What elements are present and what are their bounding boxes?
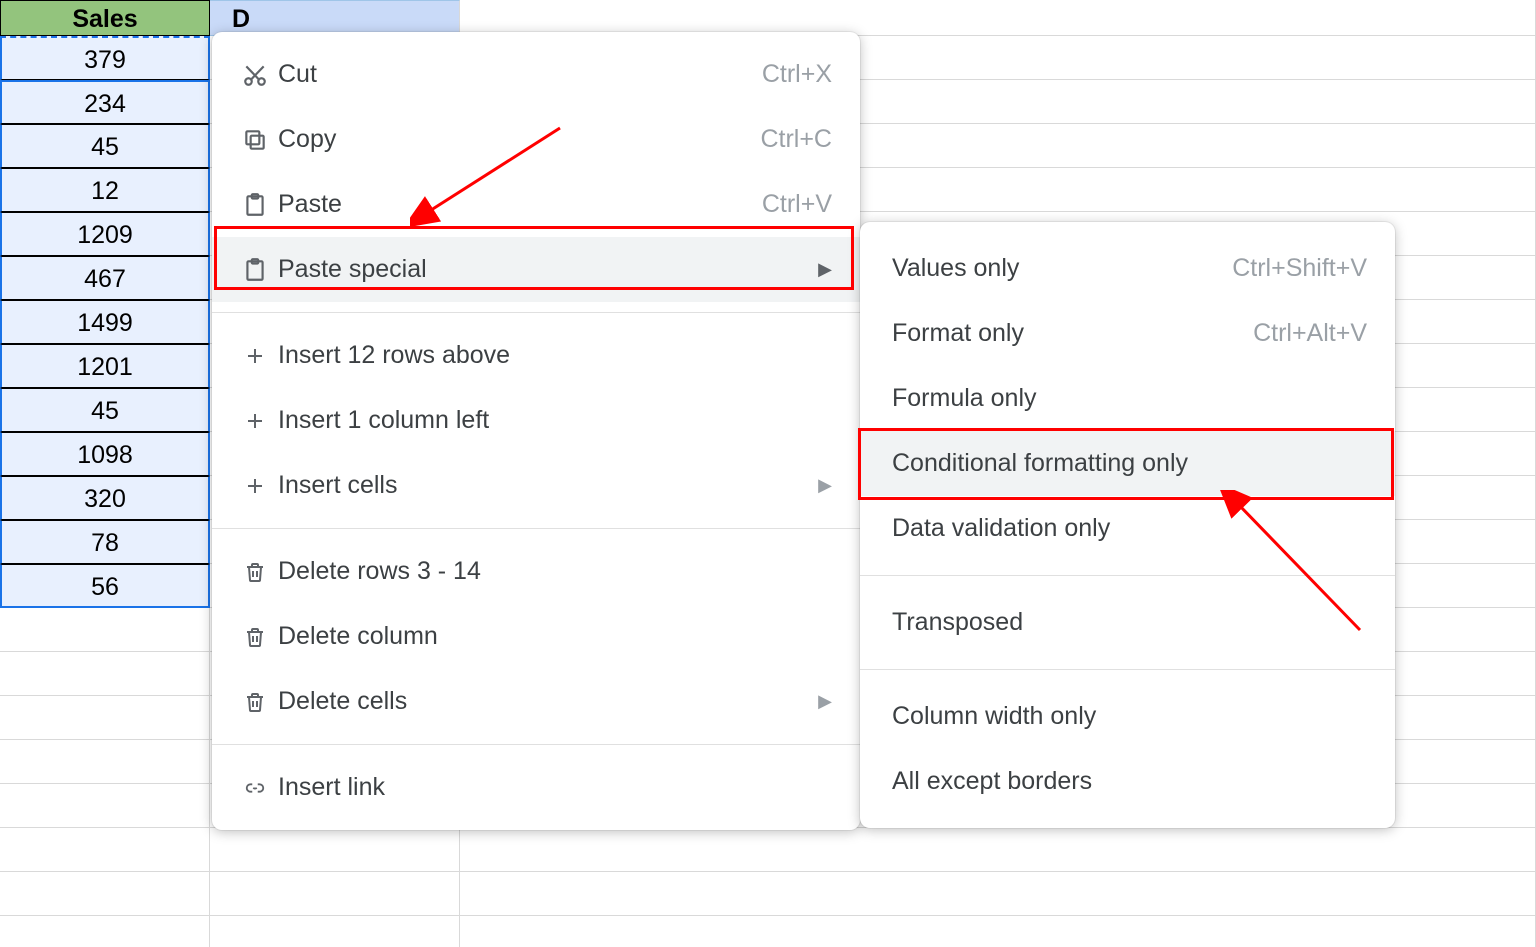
menu-delete-col-label: Delete column: [278, 622, 832, 651]
empty-cell[interactable]: [210, 872, 460, 916]
menu-separator: [212, 312, 860, 313]
col-a-header[interactable]: Sales: [0, 0, 210, 36]
plus-icon: [232, 409, 278, 433]
submenu-cond-fmt-only-label: Conditional formatting only: [892, 449, 1367, 478]
menu-delete-cells-label: Delete cells: [278, 687, 812, 716]
plus-icon: [232, 474, 278, 498]
data-cell[interactable]: 467: [0, 256, 210, 300]
menu-paste-special[interactable]: Paste special ▶: [212, 237, 860, 302]
menu-separator: [860, 575, 1395, 576]
menu-insert-link[interactable]: Insert link: [212, 755, 860, 820]
submenu-all-except-borders[interactable]: All except borders: [860, 749, 1395, 814]
trash-icon: [232, 559, 278, 585]
menu-insert-col[interactable]: Insert 1 column left: [212, 388, 860, 453]
data-cell[interactable]: 78: [0, 520, 210, 564]
empty-cell[interactable]: [210, 916, 460, 947]
submenu-cond-fmt-only[interactable]: Conditional formatting only: [860, 431, 1395, 496]
menu-cut-shortcut: Ctrl+X: [762, 60, 832, 89]
submenu-format-only[interactable]: Format only Ctrl+Alt+V: [860, 301, 1395, 366]
plus-icon: [232, 344, 278, 368]
submenu-formula-only-label: Formula only: [892, 384, 1367, 413]
trash-icon: [232, 624, 278, 650]
menu-insert-rows[interactable]: Insert 12 rows above: [212, 323, 860, 388]
submenu-transposed-label: Transposed: [892, 608, 1367, 637]
menu-delete-rows-label: Delete rows 3 - 14: [278, 557, 832, 586]
data-cell[interactable]: 45: [0, 388, 210, 432]
empty-cell[interactable]: [460, 828, 1536, 872]
submenu-col-width-only-label: Column width only: [892, 702, 1367, 731]
submenu-values-only-label: Values only: [892, 254, 1232, 283]
menu-copy-label: Copy: [278, 125, 760, 154]
menu-insert-rows-label: Insert 12 rows above: [278, 341, 832, 370]
col-empty-header: [460, 0, 1536, 36]
submenu-all-except-borders-label: All except borders: [892, 767, 1367, 796]
copy-icon: [232, 127, 278, 153]
menu-insert-col-label: Insert 1 column left: [278, 406, 832, 435]
submenu-arrow-icon: ▶: [818, 691, 832, 712]
menu-cut[interactable]: Cut Ctrl+X: [212, 42, 860, 107]
menu-paste[interactable]: Paste Ctrl+V: [212, 172, 860, 237]
empty-cell[interactable]: [460, 872, 1536, 916]
data-cell[interactable]: 320: [0, 476, 210, 520]
menu-paste-label: Paste: [278, 190, 762, 219]
menu-separator: [212, 744, 860, 745]
data-cell[interactable]: 379: [0, 36, 210, 80]
submenu-arrow-icon: ▶: [818, 259, 832, 280]
submenu-format-only-label: Format only: [892, 319, 1253, 348]
paste-special-submenu: Values only Ctrl+Shift+V Format only Ctr…: [860, 222, 1395, 828]
col-b-header[interactable]: D: [210, 0, 460, 36]
menu-separator: [212, 528, 860, 529]
link-icon: [232, 777, 278, 799]
empty-cell[interactable]: [0, 652, 210, 696]
data-cell[interactable]: 45: [0, 124, 210, 168]
empty-cell[interactable]: [0, 608, 210, 652]
empty-cell[interactable]: [0, 784, 210, 828]
cut-icon: [232, 62, 278, 88]
submenu-transposed[interactable]: Transposed: [860, 590, 1395, 655]
menu-copy-shortcut: Ctrl+C: [760, 125, 832, 154]
submenu-values-only[interactable]: Values only Ctrl+Shift+V: [860, 236, 1395, 301]
data-cell[interactable]: 56: [0, 564, 210, 608]
data-cell[interactable]: 1209: [0, 212, 210, 256]
empty-cell[interactable]: [0, 828, 210, 872]
data-cell[interactable]: 1499: [0, 300, 210, 344]
menu-insert-cells[interactable]: Insert cells ▶: [212, 453, 860, 518]
paste-icon: [232, 192, 278, 218]
menu-insert-link-label: Insert link: [278, 773, 832, 802]
menu-cut-label: Cut: [278, 60, 762, 89]
submenu-arrow-icon: ▶: [818, 475, 832, 496]
empty-cell[interactable]: [0, 916, 210, 947]
empty-cell[interactable]: [460, 916, 1536, 947]
menu-paste-shortcut: Ctrl+V: [762, 190, 832, 219]
trash-icon: [232, 689, 278, 715]
submenu-data-val-only-label: Data validation only: [892, 514, 1367, 543]
data-cell[interactable]: 234: [0, 80, 210, 124]
empty-cell[interactable]: [0, 740, 210, 784]
data-cell[interactable]: 1098: [0, 432, 210, 476]
menu-copy[interactable]: Copy Ctrl+C: [212, 107, 860, 172]
menu-delete-col[interactable]: Delete column: [212, 604, 860, 669]
submenu-values-only-shortcut: Ctrl+Shift+V: [1232, 254, 1367, 283]
empty-cell[interactable]: [0, 696, 210, 740]
context-menu: Cut Ctrl+X Copy Ctrl+C Paste Ctrl+V Past…: [212, 32, 860, 830]
empty-cell[interactable]: [0, 872, 210, 916]
submenu-formula-only[interactable]: Formula only: [860, 366, 1395, 431]
menu-insert-cells-label: Insert cells: [278, 471, 812, 500]
data-cell[interactable]: 12: [0, 168, 210, 212]
menu-separator: [860, 669, 1395, 670]
paste-special-icon: [232, 257, 278, 283]
empty-cell[interactable]: [210, 828, 460, 872]
menu-delete-rows[interactable]: Delete rows 3 - 14: [212, 539, 860, 604]
menu-delete-cells[interactable]: Delete cells ▶: [212, 669, 860, 734]
submenu-col-width-only[interactable]: Column width only: [860, 684, 1395, 749]
submenu-data-val-only[interactable]: Data validation only: [860, 496, 1395, 561]
data-cell[interactable]: 1201: [0, 344, 210, 388]
submenu-format-only-shortcut: Ctrl+Alt+V: [1253, 319, 1367, 348]
menu-paste-special-label: Paste special: [278, 255, 812, 284]
